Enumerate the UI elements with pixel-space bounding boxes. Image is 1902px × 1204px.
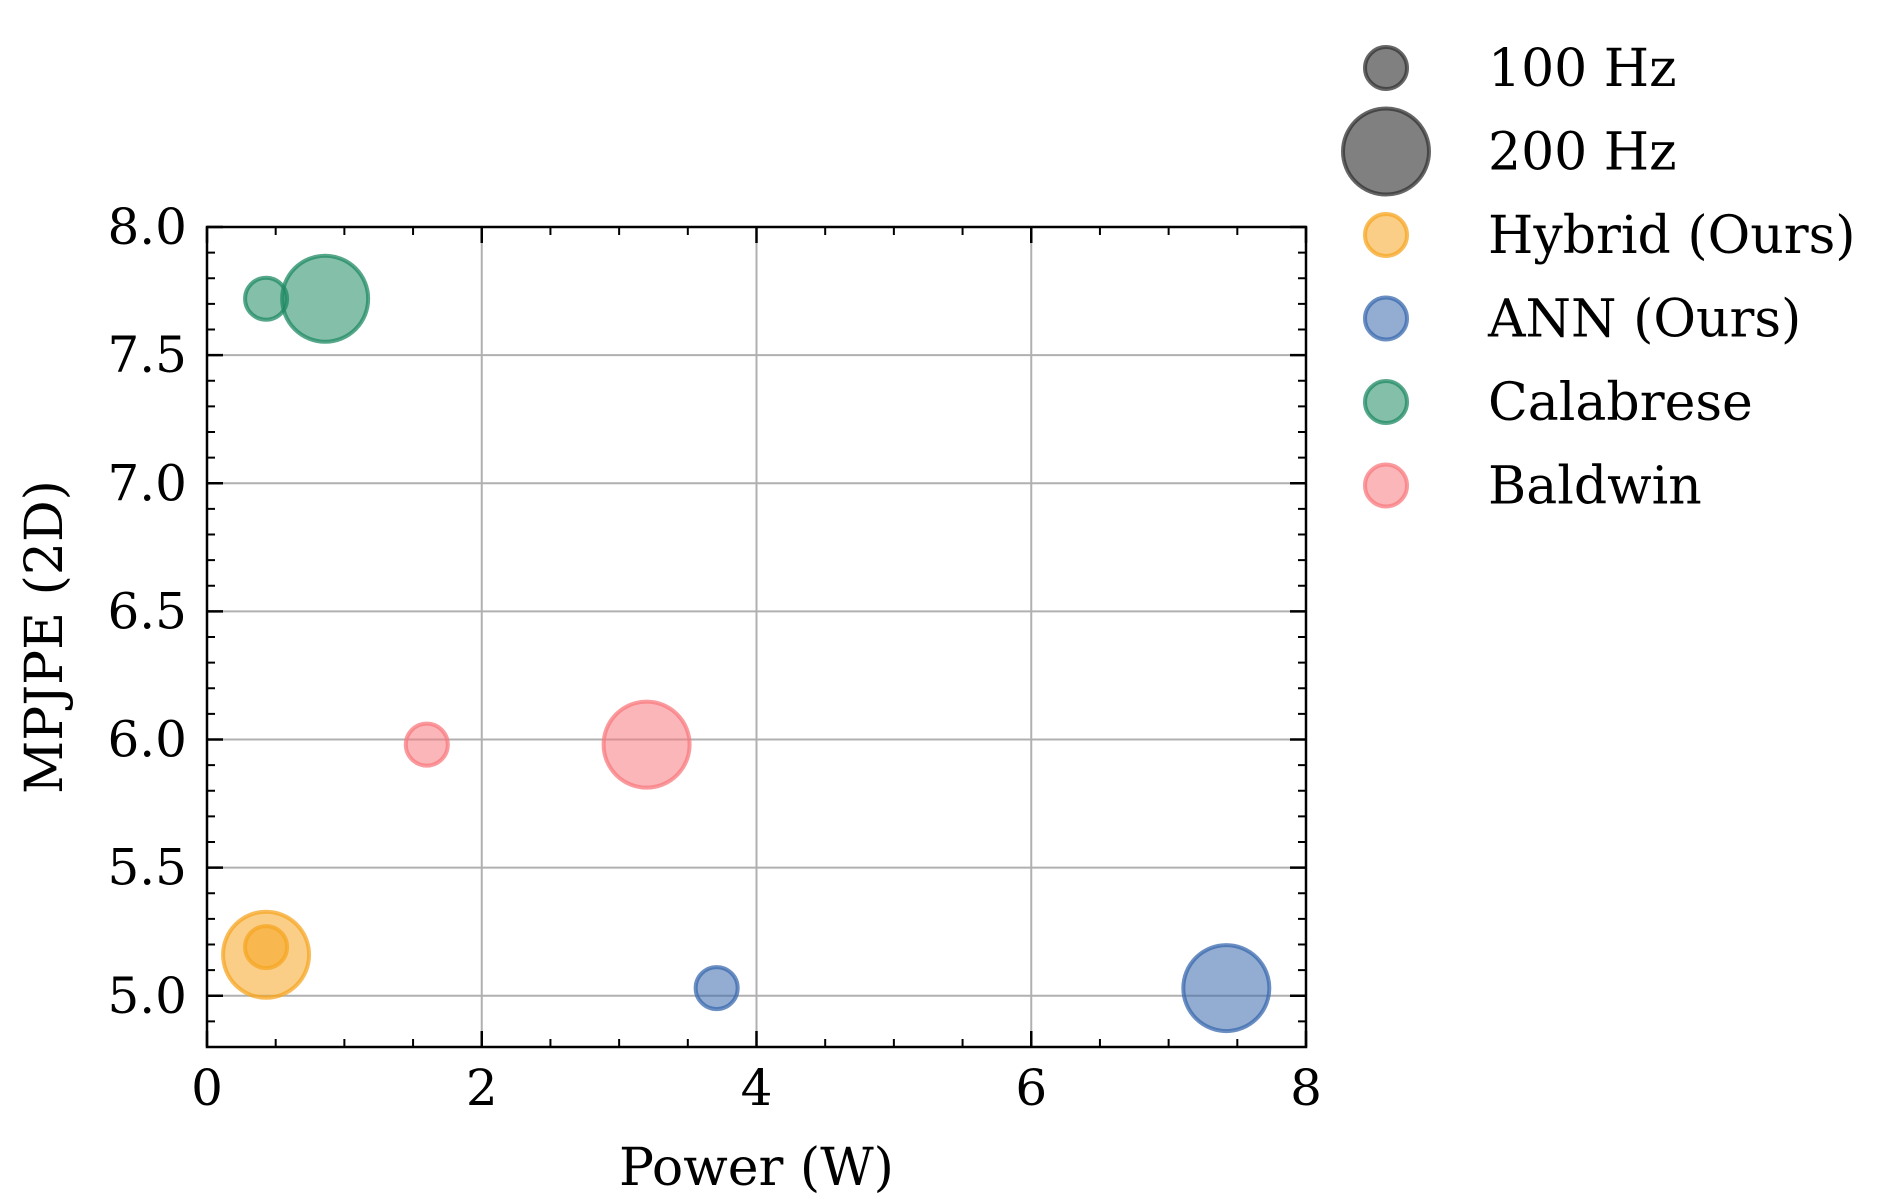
axis-ticks: [205, 225, 1308, 1048]
x-tick-label: 4: [741, 1059, 773, 1117]
legend-label: 200 Hz: [1488, 123, 1677, 183]
data-point: [601, 699, 692, 790]
data-point: [280, 253, 371, 344]
x-axis-label: Power (W): [619, 1138, 894, 1198]
x-tick-label: 0: [191, 1059, 223, 1117]
x-tick-label: 6: [1015, 1059, 1047, 1117]
legend: 100 Hz 200 Hz Hybrid (Ours) ANN (Ours) Calab…: [1341, 39, 1856, 517]
y-tick-label: 7.0: [107, 454, 187, 512]
legend-label: Hybrid (Ours): [1488, 206, 1856, 266]
x-tick-label: 2: [466, 1059, 498, 1117]
y-tick-label: 5.0: [107, 967, 187, 1025]
legend-label: Calabrese: [1488, 373, 1753, 433]
tick-labels: 0 2 4 6 8 5.0 5.5 6.0 6.5 7.0 7.5 8.0: [107, 198, 1321, 1117]
x-tick-label: 8: [1290, 1059, 1322, 1117]
legend-marker: [1363, 45, 1409, 91]
y-tick-label: 5.5: [107, 839, 187, 897]
legend-marker: [1363, 462, 1409, 509]
legend-label: 100 Hz: [1488, 39, 1677, 99]
data-points: [221, 253, 1272, 1034]
legend-marker: [1363, 212, 1409, 258]
y-tick-label: 6.0: [107, 711, 187, 769]
legend-label: Baldwin: [1488, 457, 1702, 517]
y-tick-label: 7.5: [107, 326, 187, 384]
legend-marker: [1363, 295, 1409, 342]
legend-marker: [1363, 379, 1409, 425]
y-tick-label: 8.0: [107, 198, 187, 256]
y-tick-label: 6.5: [107, 582, 187, 640]
data-point: [403, 721, 450, 768]
legend-marker: [1341, 106, 1431, 197]
grid: [207, 227, 1306, 1047]
data-point: [693, 965, 740, 1012]
data-point: [1181, 943, 1272, 1034]
legend-label: ANN (Ours): [1487, 290, 1801, 350]
data-point: [221, 909, 312, 1000]
y-axis-label: MPJPE (2D): [15, 480, 75, 794]
